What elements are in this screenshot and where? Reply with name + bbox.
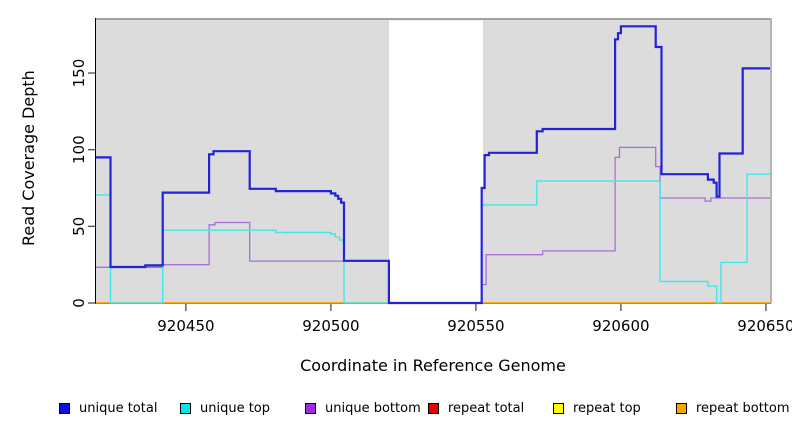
legend-swatch-unique-total [59, 402, 70, 414]
x-tick-label-920550: 920550 [447, 317, 504, 335]
legend-item-unique-top: unique top [180, 398, 270, 418]
x-axis-title: Coordinate in Reference Genome [300, 356, 566, 375]
legend-label-repeat-top: repeat top [573, 400, 641, 416]
legend-swatch-unique-top [180, 402, 191, 414]
x-tick-label-920450: 920450 [157, 317, 214, 335]
x-tick-label-920500: 920500 [302, 317, 359, 335]
legend-item-unique-total: unique total [59, 398, 157, 418]
legend-label-repeat-total: repeat total [448, 400, 525, 416]
legend-label-unique-total: unique total [79, 400, 158, 416]
legend-swatch-repeat-bottom [676, 402, 687, 414]
legend-swatch-repeat-top [553, 402, 564, 414]
legend-label-unique-top: unique top [200, 400, 271, 416]
no-data-gap [388, 20, 484, 303]
legend-label-unique-bottom: unique bottom [325, 400, 421, 416]
y-axis-title: Read Coverage Depth [19, 70, 38, 246]
legend: unique total unique top unique bottom repea… [59, 398, 790, 418]
legend-item-repeat-total: repeat total [428, 398, 524, 418]
series-unique-bottom [96, 146, 770, 304]
y-tick-label-0: 0 [70, 298, 88, 308]
legend-swatch-unique-bottom [305, 402, 316, 414]
x-tick-label-920650: 920650 [737, 317, 792, 335]
y-tick-label-150: 150 [70, 59, 88, 88]
legend-label-repeat-bottom: repeat bottom [696, 400, 790, 416]
y-tick-label-100: 100 [70, 135, 88, 164]
legend-swatch-repeat-total [428, 402, 439, 414]
legend-item-repeat-bottom: repeat bottom [676, 398, 790, 418]
legend-item-unique-bottom: unique bottom [305, 398, 421, 418]
legend-item-repeat-top: repeat top [553, 398, 641, 418]
y-tick-label-50: 50 [70, 217, 88, 236]
x-tick-label-920600: 920600 [592, 317, 649, 335]
series-unique-total [96, 25, 770, 305]
